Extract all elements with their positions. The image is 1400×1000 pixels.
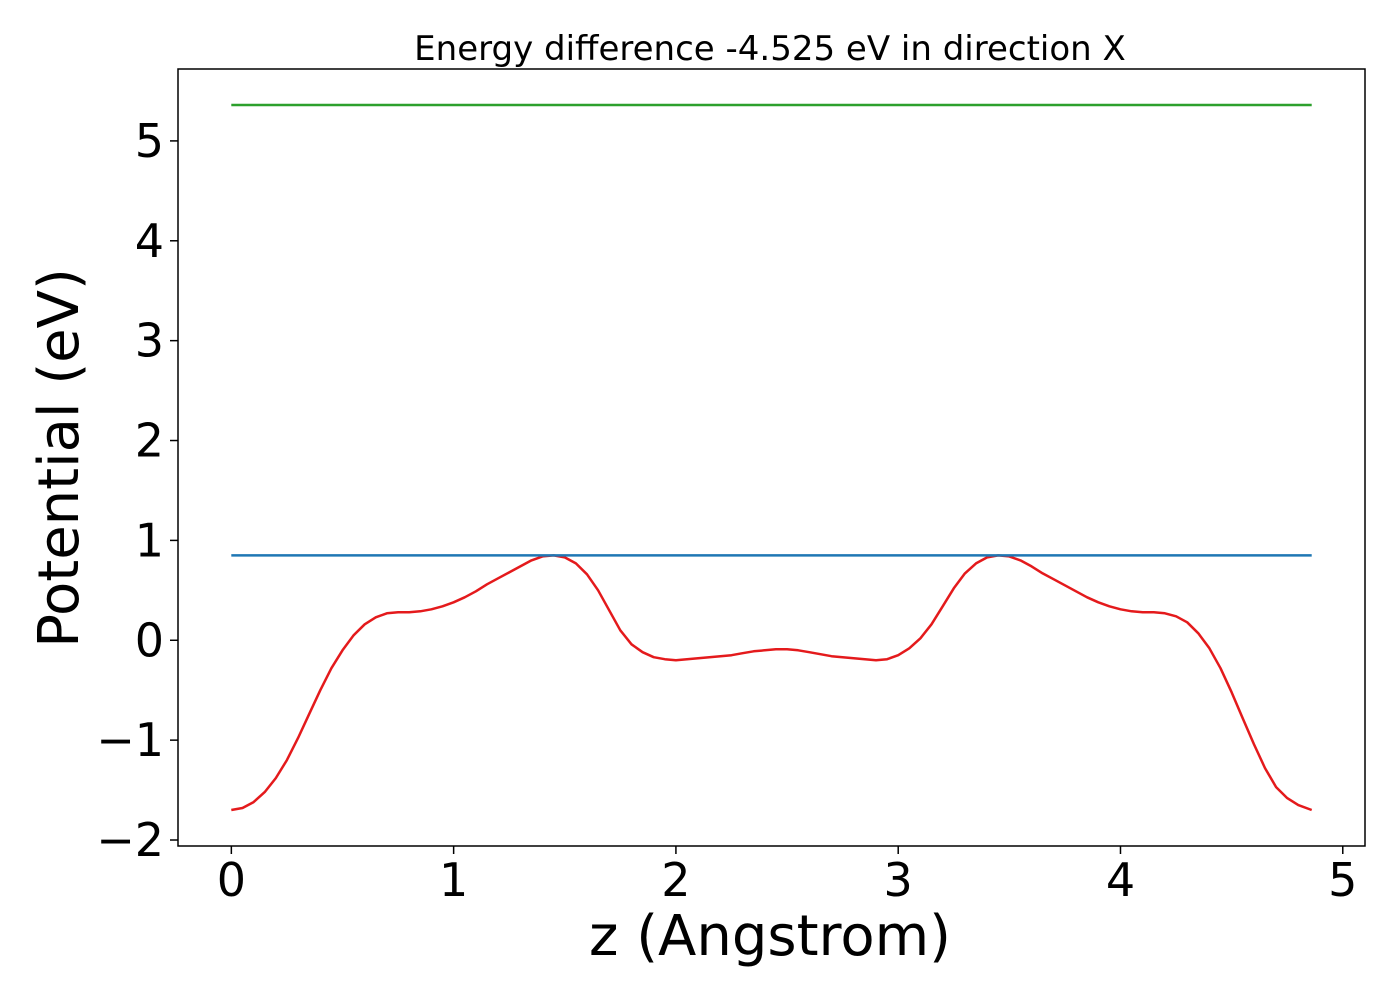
series-line-1 xyxy=(231,554,1313,812)
y-tick-label: 0 xyxy=(135,613,164,667)
y-tick-label: 5 xyxy=(135,114,164,168)
plot-area xyxy=(231,103,1313,812)
chart-title: Energy difference -4.525 eV in direction… xyxy=(414,29,1126,69)
y-tick-label: 2 xyxy=(135,414,164,468)
y-tick-label: −1 xyxy=(96,713,164,767)
y-tick-label: 4 xyxy=(135,214,164,268)
y-axis-ticks: −2 −1 0 1 2 3 4 5 xyxy=(96,114,178,867)
y-tick-label: 1 xyxy=(135,513,164,567)
x-tick-label: 2 xyxy=(661,853,690,907)
x-tick-label: 5 xyxy=(1328,853,1357,907)
x-tick-label: 1 xyxy=(439,853,468,907)
x-axis-label: z (Angstrom) xyxy=(589,904,951,969)
y-tick-label: −2 xyxy=(96,813,164,867)
y-axis-label: Potential (eV) xyxy=(27,268,92,648)
x-tick-label: 3 xyxy=(884,853,913,907)
y-tick-label: 3 xyxy=(135,314,164,368)
x-tick-label: 4 xyxy=(1106,853,1135,907)
plot-frame xyxy=(177,68,1366,847)
x-axis-ticks: 0 1 2 3 4 5 xyxy=(217,846,1357,907)
x-tick-label: 0 xyxy=(217,853,246,907)
